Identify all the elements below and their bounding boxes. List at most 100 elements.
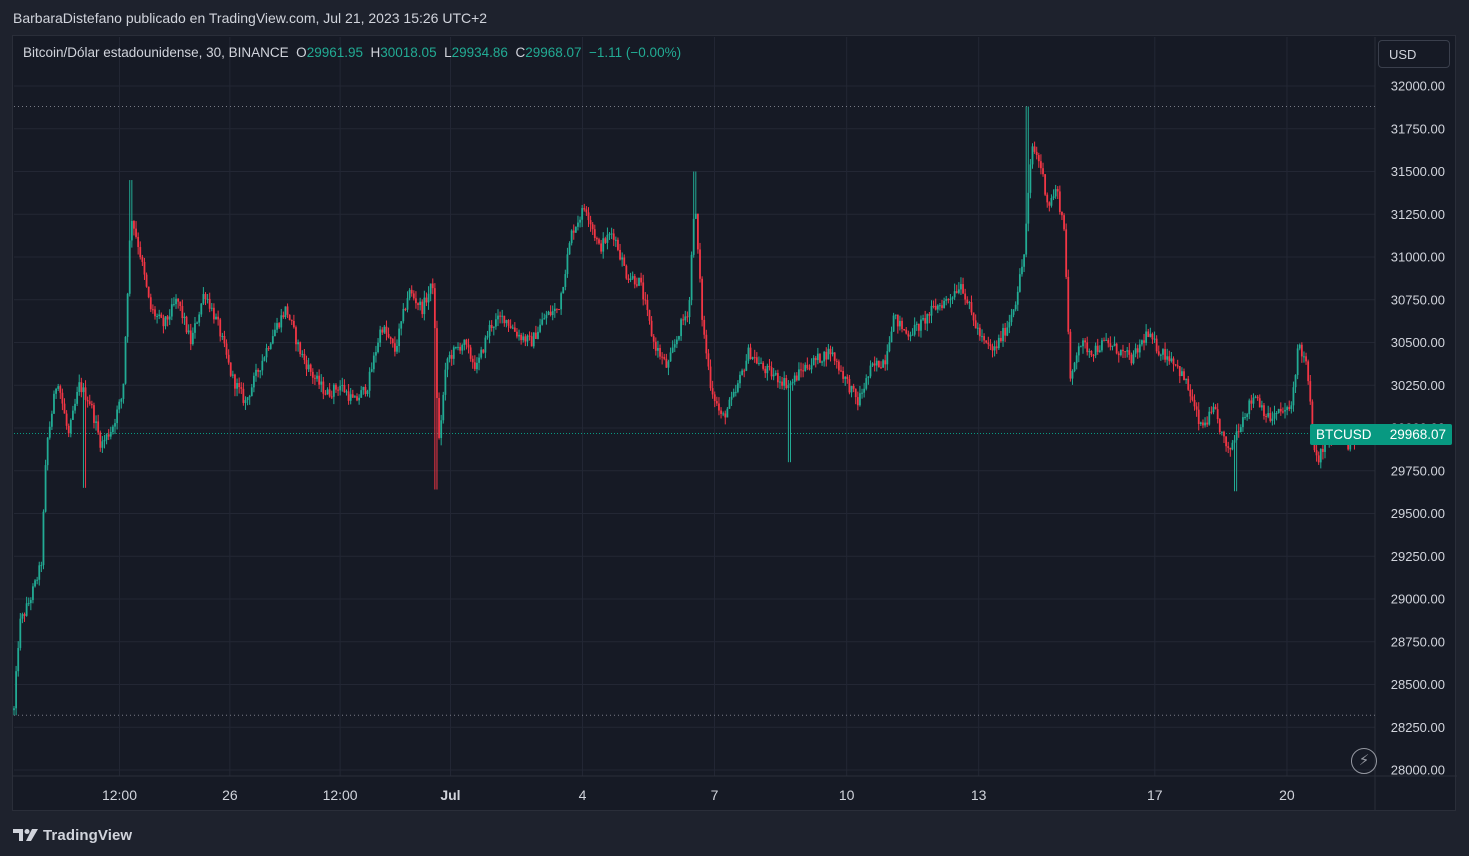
candle-body <box>1145 331 1148 343</box>
candle-body <box>957 289 960 293</box>
candle-body <box>648 310 651 321</box>
candle-body <box>983 336 985 341</box>
candle-body <box>263 357 266 361</box>
candle-body <box>1046 194 1049 203</box>
candle-body <box>1077 346 1080 356</box>
candle-body <box>1014 304 1017 310</box>
candle-body <box>553 308 556 312</box>
candle-body <box>585 209 588 213</box>
candle-body <box>556 308 558 310</box>
candle-body <box>95 421 97 423</box>
candle-body <box>231 374 234 376</box>
candle-body <box>1061 211 1063 216</box>
candle-body <box>141 257 144 262</box>
candle-body <box>682 319 685 321</box>
candle-body <box>635 284 638 286</box>
candle-body <box>936 305 939 310</box>
candle-body <box>732 391 735 397</box>
candle-body <box>450 355 453 359</box>
candle-body <box>598 239 600 244</box>
candle-body <box>276 323 278 330</box>
candle-body <box>42 511 45 566</box>
candle-body <box>356 396 358 401</box>
candle-body <box>1040 161 1042 169</box>
candle-body <box>362 386 365 391</box>
candle-body <box>1168 356 1171 362</box>
candle-body <box>425 297 428 303</box>
candle-body <box>255 369 257 376</box>
candle-body <box>1107 339 1110 344</box>
candle-body <box>896 314 899 327</box>
candle-body <box>1197 409 1200 425</box>
candle-body <box>1124 351 1126 353</box>
candle-body <box>646 300 649 311</box>
candle-body <box>442 394 445 421</box>
candle-body <box>875 360 878 366</box>
candle-body <box>766 365 769 374</box>
x-tick-label: 4 <box>579 787 587 803</box>
candle-body <box>1265 416 1267 418</box>
chart-frame[interactable]: 32000.00 31750.00 31500.00 31250.00 31000.00… <box>12 35 1457 812</box>
candle-body <box>543 318 546 320</box>
close-label: C <box>515 45 526 60</box>
candle-body <box>827 348 830 360</box>
candle-body <box>1027 192 1030 224</box>
candle-body <box>829 348 832 355</box>
candle-body <box>758 363 760 365</box>
candle-body <box>943 300 946 308</box>
candle-body <box>913 324 916 335</box>
candle-body <box>1174 364 1177 366</box>
candle-body <box>78 382 81 392</box>
candle-body <box>288 314 291 321</box>
candle-body <box>1084 340 1087 343</box>
candle-body <box>490 325 493 328</box>
tradingview-footer[interactable]: TradingView <box>13 825 132 845</box>
candle-body <box>1216 409 1219 420</box>
candle-body <box>1079 346 1082 348</box>
candle-body <box>850 385 853 393</box>
x-tick-label: 13 <box>971 787 987 803</box>
candle-body <box>137 236 140 248</box>
candle-body <box>743 370 746 372</box>
currency-button[interactable]: USD <box>1378 40 1450 68</box>
candle-body <box>939 305 941 307</box>
candle-body <box>1065 229 1068 277</box>
candle-body <box>1187 378 1190 390</box>
candle-body <box>583 208 586 210</box>
candle-body <box>40 565 43 567</box>
candle-body <box>1151 333 1154 340</box>
candle-body <box>436 328 438 399</box>
candle-body <box>1056 189 1059 192</box>
candle-body <box>448 355 451 359</box>
candle-body <box>402 308 405 322</box>
candle-body <box>678 336 680 340</box>
candle-body <box>747 347 750 361</box>
candle-body <box>120 398 123 402</box>
candle-body <box>867 376 870 379</box>
candle-body <box>711 388 714 395</box>
candle-body <box>467 344 470 348</box>
candle-body <box>1309 381 1312 402</box>
candlestick-chart[interactable]: 32000.00 31750.00 31500.00 31250.00 31000.00… <box>13 36 1457 812</box>
candle-body <box>669 352 672 362</box>
y-tick-label: 29000.00 <box>1391 592 1445 607</box>
candle-body <box>368 371 371 391</box>
candle-body <box>1277 408 1280 414</box>
candle-body <box>34 580 36 587</box>
symbol-legend: Bitcoin/Dólar estadounidense, 30, BINANC… <box>23 45 681 60</box>
candle-body <box>949 298 952 301</box>
lightning-icon[interactable]: ⚡ <box>1351 748 1377 774</box>
candle-body <box>505 320 508 324</box>
candle-body <box>1164 349 1166 360</box>
candle-body <box>688 300 691 318</box>
candle-body <box>202 294 205 304</box>
candle-body <box>534 332 537 339</box>
candle-body <box>431 283 434 289</box>
candle-body <box>366 390 369 394</box>
candle-body <box>665 358 668 368</box>
candle-body <box>1260 405 1263 408</box>
y-tick-label: 31250.00 <box>1391 207 1445 222</box>
open-value: 29961.95 <box>306 45 363 60</box>
candle-body <box>370 369 373 372</box>
candle-body <box>130 220 133 241</box>
